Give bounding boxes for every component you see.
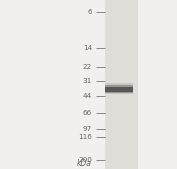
Text: 66: 66	[83, 110, 92, 116]
Text: 200: 200	[78, 157, 92, 163]
Text: 14: 14	[83, 45, 92, 51]
Text: kDa: kDa	[77, 159, 92, 168]
Text: 22: 22	[83, 64, 92, 70]
Text: 116: 116	[78, 134, 92, 140]
Text: 31: 31	[83, 78, 92, 84]
Text: 44: 44	[83, 93, 92, 99]
Text: 97: 97	[83, 126, 92, 132]
Bar	[105, 87, 133, 92]
Bar	[105, 0, 138, 169]
Bar	[105, 83, 133, 94]
Bar	[105, 85, 133, 93]
Text: 6: 6	[87, 9, 92, 15]
